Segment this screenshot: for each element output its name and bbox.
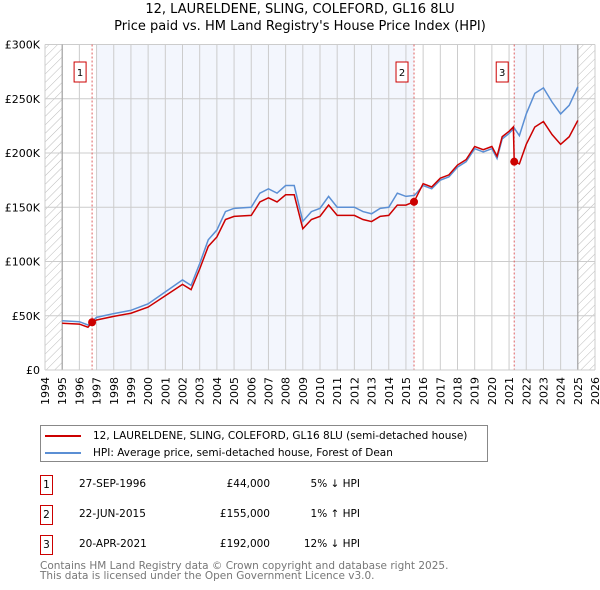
transaction-hpi-diff: 5% ↓ HPI [310,478,360,490]
sale-point [410,197,419,206]
transaction-number: 1 [40,475,53,495]
sale-point [510,157,519,166]
x-tick-label: 2016 [417,377,430,405]
sale-marker-label: 3 [499,68,505,79]
x-tick-label: 1999 [125,377,138,405]
legend-item-hpi: HPI: Average price, semi-detached house,… [45,447,393,459]
x-tick-label: 2007 [262,377,275,405]
hpi-line [62,86,579,326]
x-tick-label: 1996 [73,377,86,405]
x-tick-label: 2002 [177,377,190,405]
sale-marker-box [73,61,87,83]
x-tick-label: 2017 [434,377,447,405]
y-tick-label: £300K [5,39,41,52]
attribution: Contains HM Land Registry data © Crown c… [40,560,449,582]
x-tick-label: 2014 [383,377,396,405]
x-tick-label: 2013 [366,377,379,405]
legend-label: HPI: Average price, semi-detached house,… [93,447,393,459]
x-tick-label: 1995 [56,377,69,405]
y-tick-label: £0 [26,364,40,377]
transaction-date: 20-APR-2021 [79,538,147,550]
transaction-date: 27-SEP-1996 [79,478,147,490]
x-tick-label: 1997 [91,377,104,405]
x-tick-label: 2026 [589,377,600,405]
transaction-date: 22-JUN-2015 [79,508,146,520]
attribution-line: Contains HM Land Registry data © Crown c… [40,560,449,572]
y-tick-label: £200K [5,147,41,160]
x-tick-label: 2012 [348,377,361,405]
x-tick-label: 2022 [520,377,533,405]
x-tick-label: 2004 [211,377,224,405]
transaction-row: 2 22-JUN-2015 £155,000 1% ↑ HPI [40,505,380,525]
x-tick-label: 2008 [280,377,293,405]
sale-point [88,318,97,327]
chart-title: 12, LAURELDENE, SLING, COLEFORD, GL16 8L… [145,2,455,17]
legend-swatch-red [45,435,81,437]
property-price-line [62,120,579,329]
x-tick-label: 2024 [555,377,568,405]
transaction-hpi-diff: 1% ↑ HPI [310,508,360,520]
x-tick-label: 2001 [159,377,172,405]
legend-item-property: 12, LAURELDENE, SLING, COLEFORD, GL16 8L… [45,430,467,442]
x-tick-label: 2011 [331,377,344,405]
x-tick-label: 2009 [297,377,310,405]
sale-marker-label: 1 [77,68,83,79]
y-tick-label: £150K [5,201,41,214]
transaction-number: 3 [40,535,53,555]
x-tick-label: 2018 [452,377,465,405]
chart-subtitle: Price paid vs. HM Land Registry's House … [114,19,486,34]
x-tick-label: 2021 [503,377,516,405]
x-tick-label: 2006 [245,377,258,405]
chart-legend: 12, LAURELDENE, SLING, COLEFORD, GL16 8L… [40,425,488,462]
x-tick-label: 2020 [486,377,499,405]
x-tick-label: 2005 [228,377,241,405]
x-tick-label: 1998 [108,377,121,405]
legend-label: 12, LAURELDENE, SLING, COLEFORD, GL16 8L… [93,430,468,442]
legend-swatch-blue [45,452,81,454]
sale-marker-box [495,61,509,83]
x-tick-label: 2025 [572,377,585,405]
transaction-number: 2 [40,505,53,525]
x-tick-label: 2003 [194,377,207,405]
sale-marker-label: 2 [399,68,405,79]
y-tick-label: £250K [5,93,41,106]
y-tick-label: £50K [12,310,41,323]
transaction-hpi-diff: 12% ↓ HPI [303,538,360,550]
x-tick-label: 2023 [537,377,550,405]
x-tick-label: 1994 [39,377,52,405]
x-tick-label: 2000 [142,377,155,405]
attribution-line: This data is licensed under the Open Gov… [40,570,375,582]
transaction-row: 3 20-APR-2021 £192,000 12% ↓ HPI [40,535,380,555]
x-tick-label: 2010 [314,377,327,405]
x-tick-label: 2019 [469,377,482,405]
transaction-row: 1 27-SEP-1996 £44,000 5% ↓ HPI [40,475,380,495]
x-tick-label: 2015 [400,377,413,405]
transaction-price: £44,000 [226,478,270,490]
transaction-price: £192,000 [219,538,270,550]
y-tick-label: £100K [5,256,41,269]
sale-marker-box [395,61,409,83]
transaction-price: £155,000 [219,508,270,520]
price-chart: 1994 1995 1996 1997 1998 1999 2000 2001 2002 2003… [5,39,600,406]
